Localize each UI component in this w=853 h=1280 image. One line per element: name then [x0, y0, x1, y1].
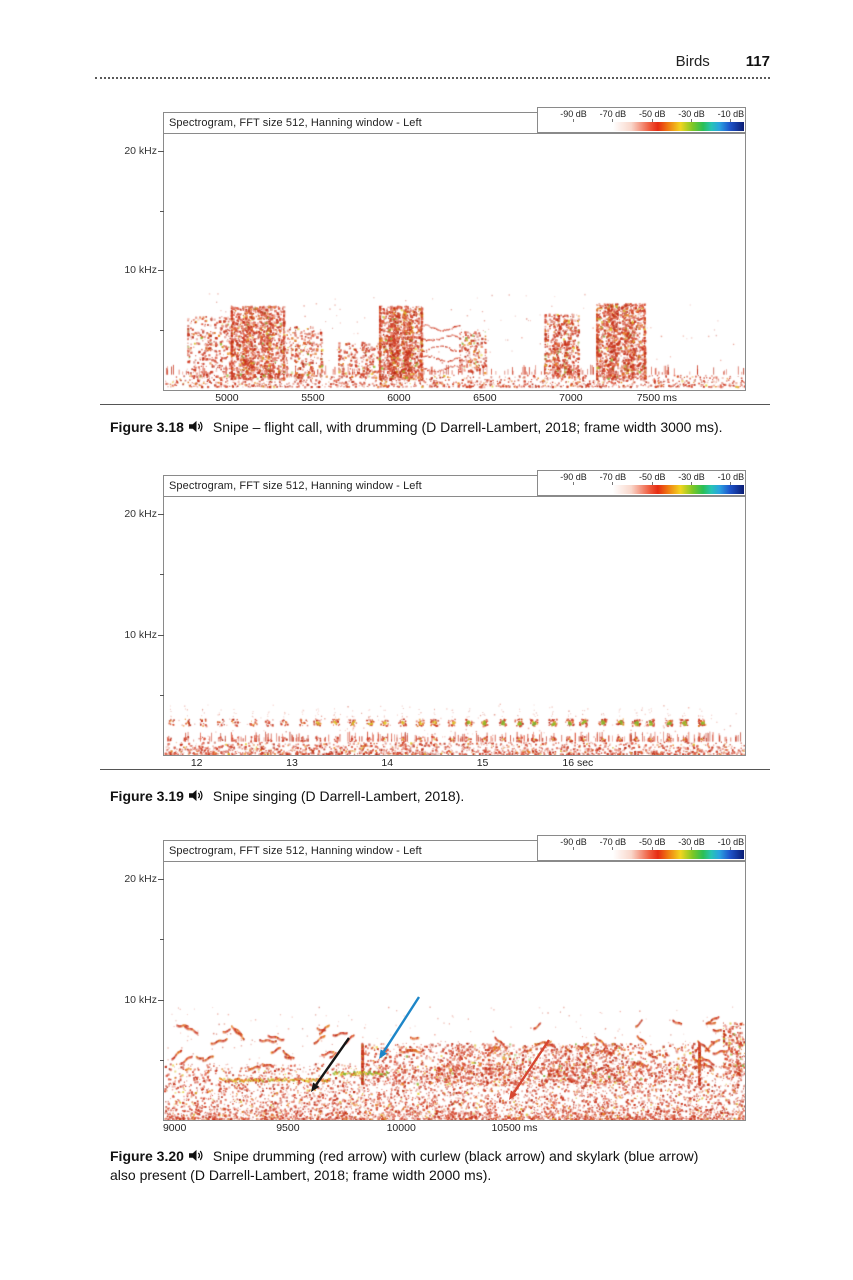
spectrogram-panel-3-19: Spectrogram, FFT size 512, Hanning windo… [124, 470, 746, 756]
db-label: -30 dB [673, 472, 711, 485]
y-axis-tick [160, 694, 164, 696]
y-axis-tick [158, 270, 164, 272]
spectrogram-plot: 20 kHz 10 kHz [124, 133, 746, 391]
y-axis-label: 20 kHz [124, 873, 157, 886]
figure-caption-text: Snipe drumming (red arrow) with curlew (… [110, 1148, 699, 1183]
db-label: -90 dB [555, 837, 593, 850]
spectrogram-plot: 20 kHz 10 kHz [124, 861, 746, 1121]
db-color-legend: -90 dB -70 dB -50 dB -30 dB -10 dB [537, 470, 746, 496]
db-label: -70 dB [594, 837, 632, 850]
x-axis-label: 6500 [455, 392, 514, 404]
db-legend-labels: -90 dB -70 dB -50 dB -30 dB -10 dB [538, 471, 745, 484]
figure-caption: Figure 3.18 Snipe – flight call, with dru… [110, 418, 810, 437]
x-axis-label: 9000 [162, 1122, 187, 1134]
db-label: -90 dB [555, 472, 593, 485]
spectrogram-title-bar: Spectrogram, FFT size 512, Hanning windo… [163, 107, 746, 133]
x-axis-label: 10000 [386, 1122, 416, 1134]
spectrogram-panel-3-20: Spectrogram, FFT size 512, Hanning windo… [124, 835, 746, 1121]
x-axis-label: 14 [358, 757, 417, 769]
db-label: -70 dB [594, 109, 632, 122]
db-label: -50 dB [633, 472, 671, 485]
db-color-gradient [539, 122, 744, 131]
spectrogram-title-bar: Spectrogram, FFT size 512, Hanning windo… [163, 470, 746, 496]
x-axis-label: 15 [453, 757, 512, 769]
audio-speaker-icon[interactable] [188, 1149, 204, 1162]
db-legend-labels: -90 dB -70 dB -50 dB -30 dB -10 dB [538, 836, 745, 849]
x-axis-label: 7500 ms [627, 392, 686, 404]
db-legend-labels: -90 dB -70 dB -50 dB -30 dB -10 dB [538, 108, 745, 121]
y-axis-label: 10 kHz [124, 993, 157, 1006]
db-label: -10 dB [712, 109, 750, 122]
x-axis-label: 6000 [369, 392, 428, 404]
db-label: -10 dB [712, 472, 750, 485]
x-axis-label: 16 sec [548, 757, 607, 769]
db-label: -30 dB [673, 837, 711, 850]
audio-speaker-icon[interactable] [188, 420, 204, 433]
spectrogram-canvas [164, 134, 745, 390]
y-axis-label: 20 kHz [124, 144, 157, 157]
y-axis-tick [158, 150, 164, 152]
y-axis-tick [160, 939, 164, 941]
red-arrow [509, 1039, 550, 1100]
x-axis-label: 10500 ms [491, 1122, 538, 1134]
db-color-gradient [539, 850, 744, 859]
x-axis-label: 7000 [541, 392, 600, 404]
x-axis-ms: 5000 5500 6000 6500 7000 7500 ms [100, 392, 770, 408]
x-axis-ms: 9000 9500 10000 10500 ms [163, 1122, 746, 1138]
db-color-legend: -90 dB -70 dB -50 dB -30 dB -10 dB [537, 835, 746, 861]
spectrogram-title-bar: Spectrogram, FFT size 512, Hanning windo… [163, 835, 746, 861]
y-axis-tick [160, 210, 164, 212]
figure-caption-text: Snipe singing (D Darrell-Lambert, 2018). [212, 788, 465, 804]
section-title: Birds [675, 53, 710, 70]
x-axis-label: 5500 [283, 392, 342, 404]
x-axis-label: 5000 [197, 392, 256, 404]
audio-speaker-icon[interactable] [188, 789, 204, 802]
spectrogram-panel-3-18: Spectrogram, FFT size 512, Hanning windo… [124, 107, 746, 391]
db-color-gradient [539, 485, 744, 494]
x-axis-label: 12 [167, 757, 226, 769]
figure-number: Figure 3.18 [110, 419, 184, 435]
db-label: -30 dB [673, 109, 711, 122]
db-label: -90 dB [555, 109, 593, 122]
y-axis-tick [160, 1059, 164, 1061]
figure-caption-text: Snipe – flight call, with drumming (D Da… [212, 419, 723, 435]
spectrogram-title: Spectrogram, FFT size 512, Hanning windo… [169, 480, 422, 492]
y-axis-tick [158, 999, 164, 1001]
black-arrow [311, 1037, 350, 1092]
db-color-legend: -90 dB -70 dB -50 dB -30 dB -10 dB [537, 107, 746, 133]
x-axis-label: 13 [262, 757, 321, 769]
spectrogram-title: Spectrogram, FFT size 512, Hanning windo… [169, 845, 422, 857]
page-number: 117 [745, 53, 770, 70]
y-axis-tick [158, 879, 164, 881]
spectrogram-plot: 20 kHz 10 kHz [124, 496, 746, 756]
dotted-rule [95, 77, 770, 79]
y-axis-tick [158, 634, 164, 636]
y-axis-tick [160, 330, 164, 332]
db-label: -10 dB [712, 837, 750, 850]
db-label: -70 dB [594, 472, 632, 485]
x-axis-sec: 12 13 14 15 16 sec [100, 757, 770, 773]
figure-caption: Figure 3.19 Snipe singing (D Darrell-Lamb… [110, 787, 810, 806]
running-head: Birds 117 [95, 53, 770, 70]
y-axis-tick [158, 514, 164, 516]
blue-arrow [379, 996, 421, 1059]
y-axis-label: 10 kHz [124, 628, 157, 641]
y-axis-tick [160, 574, 164, 576]
x-axis-label: 9500 [276, 1122, 300, 1134]
y-axis-label: 20 kHz [124, 508, 157, 521]
db-label: -50 dB [633, 109, 671, 122]
y-axis-label: 10 kHz [124, 264, 157, 277]
figure-caption: Figure 3.20 Snipe drumming (red arrow) wi… [110, 1147, 810, 1185]
spectrogram-canvas [164, 497, 745, 755]
db-label: -50 dB [633, 837, 671, 850]
figure-number: Figure 3.20 [110, 1148, 184, 1164]
figure-number: Figure 3.19 [110, 788, 184, 804]
spectrogram-canvas [164, 862, 745, 1120]
spectrogram-title: Spectrogram, FFT size 512, Hanning windo… [169, 117, 422, 129]
